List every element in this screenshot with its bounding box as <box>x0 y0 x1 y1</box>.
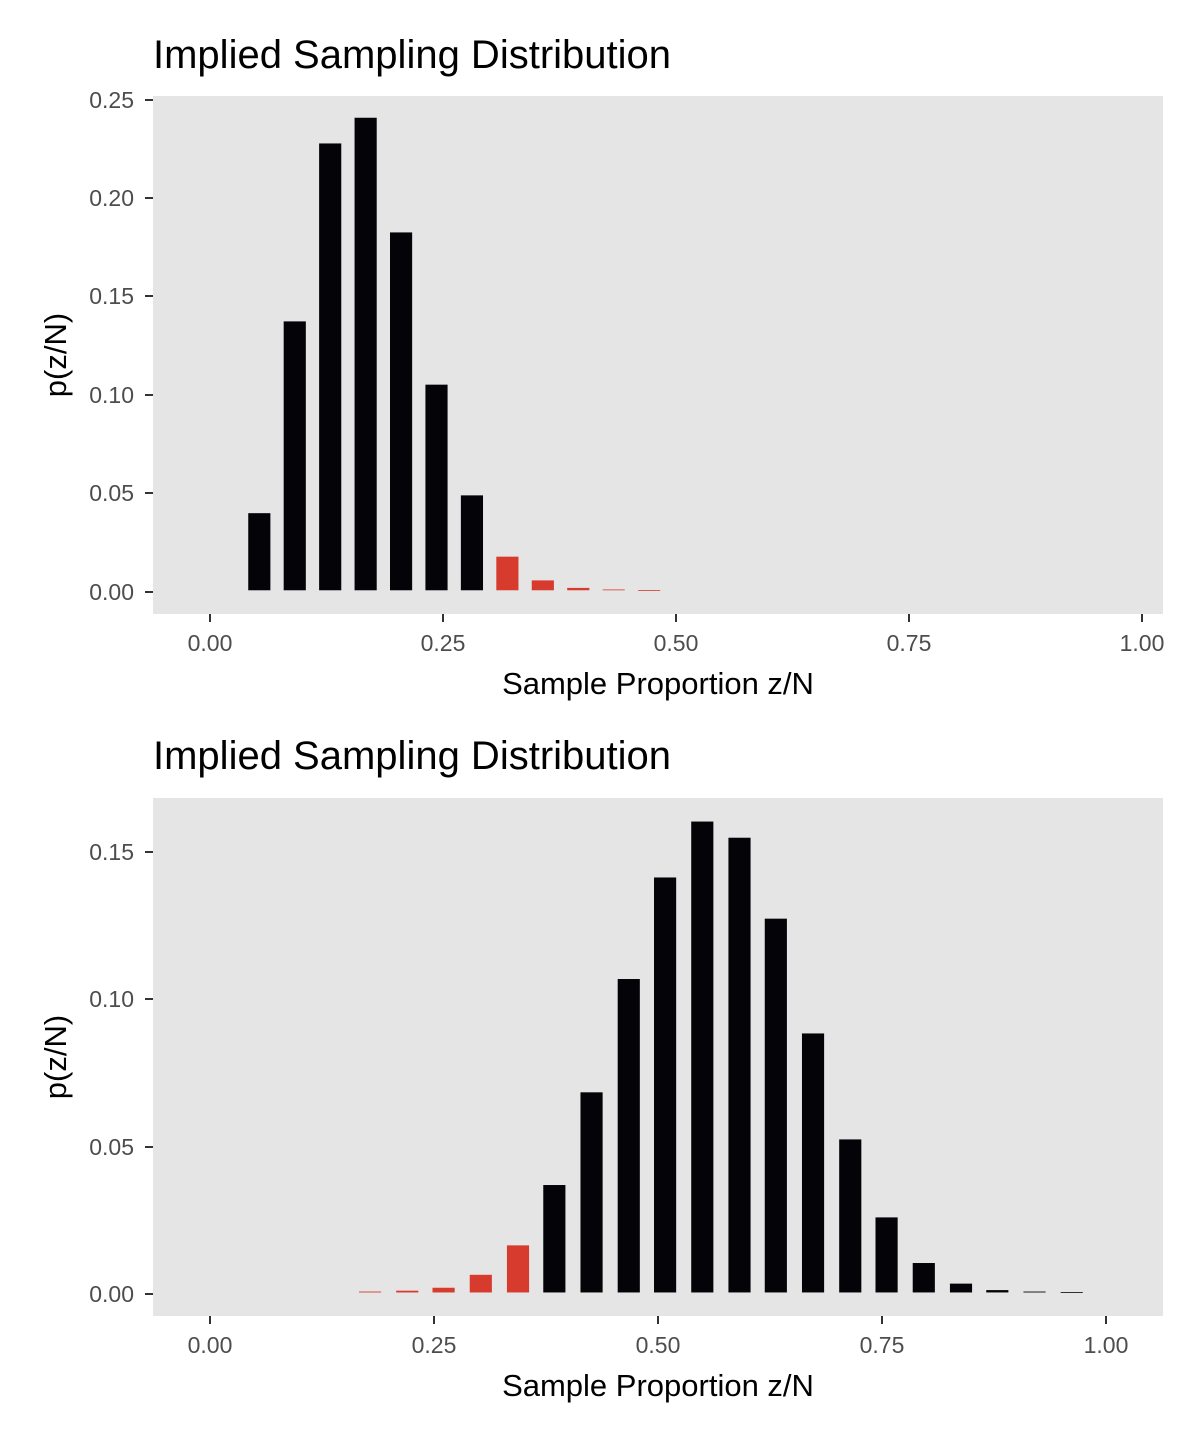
chart-2-bar <box>654 877 677 1293</box>
chart-2-y-axis: 0.00 0.05 0.10 0.15 <box>89 839 153 1307</box>
chart-2-bar <box>691 821 714 1293</box>
chart-1-x-tick-label: 0.00 <box>188 630 233 656</box>
chart-2-x-axis-label: Sample Proportion z/N <box>502 1368 814 1403</box>
chart-2-bars <box>358 821 1083 1293</box>
chart-1-bar <box>602 589 625 591</box>
chart-1-x-axis: 0.00 0.25 0.50 0.75 1.00 <box>188 614 1165 656</box>
chart-2: Implied Sampling Distribution 0.00 0.05 … <box>38 734 1163 1403</box>
chart-2-bar <box>1023 1291 1046 1293</box>
chart-1-bar <box>531 580 554 591</box>
chart-2-bar <box>912 1263 935 1293</box>
chart-1-y-tick-label: 0.10 <box>89 382 134 408</box>
chart-2-bar <box>506 1245 530 1293</box>
chart-2-x-tick-label: 0.75 <box>860 1332 905 1358</box>
chart-2-y-tick-label: 0.00 <box>89 1281 134 1307</box>
chart-1-y-axis: 0.00 0.05 0.10 0.15 0.20 0.25 <box>89 87 153 605</box>
chart-2-y-tick-label: 0.15 <box>89 839 134 865</box>
chart-1-bar <box>283 321 306 591</box>
chart-1-bar <box>425 384 448 591</box>
chart-2-x-axis: 0.00 0.25 0.50 0.75 1.00 <box>188 1316 1129 1358</box>
chart-2-bar <box>617 979 640 1293</box>
chart-2-bar <box>986 1290 1009 1293</box>
chart-1-bar <box>460 495 484 591</box>
chart-2-bar <box>580 1092 603 1293</box>
chart-2-bar <box>801 1033 825 1293</box>
chart-1-x-tick-label: 1.00 <box>1120 630 1165 656</box>
chart-1-y-axis-label: p(z/N) <box>38 313 73 397</box>
chart-1-bar <box>248 513 271 591</box>
chart-2-bar <box>396 1290 419 1293</box>
chart-2-bar <box>949 1283 973 1293</box>
chart-1-y-tick-label: 0.00 <box>89 579 134 605</box>
chart-2-bar <box>432 1287 455 1293</box>
chart-1-bars <box>248 117 661 591</box>
chart-2-bar <box>728 837 751 1293</box>
chart-2-title: Implied Sampling Distribution <box>153 734 671 778</box>
chart-2-y-tick-label: 0.10 <box>89 986 134 1012</box>
chart-1-x-tick-label: 0.50 <box>654 630 699 656</box>
chart-2-x-tick-label: 0.50 <box>636 1332 681 1358</box>
chart-1-bar <box>567 587 590 591</box>
chart-1-bar <box>638 590 661 591</box>
chart-1-x-axis-label: Sample Proportion z/N <box>502 666 814 701</box>
chart-1-y-tick-label: 0.15 <box>89 283 134 309</box>
chart-2-bar <box>764 918 787 1293</box>
chart-2-bar <box>1060 1292 1083 1293</box>
chart-2-x-tick-label: 0.00 <box>188 1332 233 1358</box>
chart-1-bar <box>390 232 413 591</box>
chart-2-bar <box>839 1139 862 1293</box>
chart-1-x-tick-label: 0.75 <box>887 630 932 656</box>
chart-2-bar <box>469 1274 492 1293</box>
chart-1-title: Implied Sampling Distribution <box>153 33 671 77</box>
chart-2-y-tick-label: 0.05 <box>89 1134 134 1160</box>
chart-2-bar <box>358 1291 382 1293</box>
chart-2-bar <box>543 1185 566 1293</box>
chart-1-y-tick-label: 0.20 <box>89 185 134 211</box>
chart-1-y-tick-label: 0.05 <box>89 480 134 506</box>
chart-1-bar <box>496 556 519 591</box>
chart-2-x-tick-label: 0.25 <box>412 1332 457 1358</box>
chart-2-x-tick-label: 1.00 <box>1084 1332 1129 1358</box>
chart-1: Implied Sampling Distribution 0.00 0.05 … <box>38 33 1164 701</box>
chart-1-x-tick-label: 0.25 <box>421 630 466 656</box>
chart-2-bar <box>875 1217 898 1293</box>
chart-2-y-axis-label: p(z/N) <box>38 1015 73 1099</box>
chart-1-y-tick-label: 0.25 <box>89 87 134 113</box>
chart-1-bar <box>354 117 377 591</box>
chart-1-bar <box>319 143 342 591</box>
